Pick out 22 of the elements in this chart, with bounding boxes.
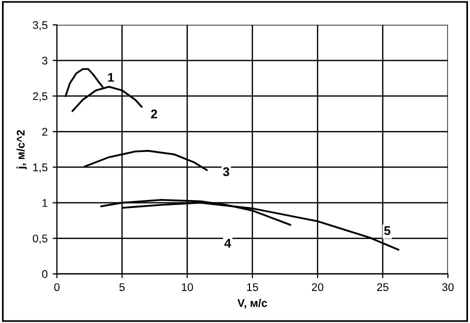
x-tick-label: 20 (312, 283, 324, 292)
y-tick-label: 1 (42, 199, 48, 207)
y-axis-title: j, м/с^2 (16, 130, 27, 170)
x-tick-label: 15 (247, 283, 258, 292)
series-label: 3 (223, 167, 230, 176)
x-tick-label: 10 (182, 283, 193, 292)
x-tick-label: 30 (442, 283, 454, 292)
series-label: 1 (108, 73, 114, 82)
y-tick-label: 2 (42, 128, 48, 136)
y-tick-label: 3,5 (32, 21, 48, 30)
y-tick-label: 2,5 (32, 92, 48, 102)
y-tick-label: 3 (42, 56, 48, 65)
series-label: 5 (384, 226, 390, 236)
y-tick-label: 0 (42, 270, 48, 278)
x-tick-label: 5 (119, 283, 125, 292)
x-tick-label: 25 (377, 283, 388, 292)
x-axis-title: V, м/с (237, 298, 268, 309)
text: 4 (224, 238, 232, 248)
y-tick-label: 0,5 (32, 234, 48, 244)
x-tick-label: 0 (54, 283, 60, 292)
series-label: 2 (151, 110, 158, 118)
y-tick-label: 1,5 (33, 164, 48, 173)
